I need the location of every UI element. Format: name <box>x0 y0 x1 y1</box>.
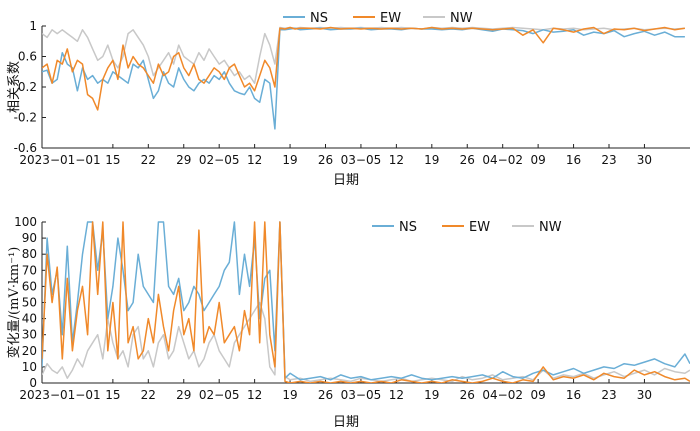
x-tick-label: 22 <box>141 153 156 167</box>
x-tick-label: 12 <box>247 388 262 402</box>
x-tick-label: 29 <box>176 153 191 167</box>
x-axis-label: 日期 <box>333 173 359 188</box>
x-tick-label: 15 <box>105 388 120 402</box>
y-tick-label: 70 <box>22 263 37 277</box>
x-tick-label: 04−02 <box>482 388 523 402</box>
x-tick-label: 26 <box>318 388 333 402</box>
x-tick-label: 19 <box>282 153 297 167</box>
x-tick-label: 23 <box>601 153 616 167</box>
y-tick-label: 50 <box>22 296 37 310</box>
y-tick-label: 0.6 <box>18 50 37 64</box>
y-tick-label: 10 <box>22 360 37 374</box>
series-line-ew <box>42 221 690 383</box>
x-tick-label: 29 <box>176 388 191 402</box>
legend-label-ew: EW <box>380 11 401 26</box>
y-tick-label: 0.2 <box>18 80 37 94</box>
legend-label-nw: NW <box>539 220 562 235</box>
x-tick-label: 16 <box>566 153 581 167</box>
x-tick-label: 19 <box>282 388 297 402</box>
y-tick-label: 20 <box>22 344 37 358</box>
x-tick-label: 2023−01−01 <box>19 153 100 167</box>
y-tick-label: -0.2 <box>14 111 37 125</box>
y-tick-label: 30 <box>22 328 37 342</box>
series-line-ns <box>42 27 685 130</box>
x-tick-label: 26 <box>460 388 475 402</box>
x-tick-label: 12 <box>389 388 404 402</box>
legend-label-nw: NW <box>450 11 473 26</box>
x-tick-label: 19 <box>424 153 439 167</box>
x-tick-label: 09 <box>530 388 545 402</box>
x-tick-label: 09 <box>530 153 545 167</box>
x-tick-label: 30 <box>637 388 652 402</box>
x-tick-label: 2023−01−01 <box>19 388 100 402</box>
x-tick-label: 22 <box>141 388 156 402</box>
x-tick-label: 02−05 <box>199 153 240 167</box>
x-axis-label: 日期 <box>333 415 359 430</box>
y-tick-label: -0.6 <box>14 141 37 155</box>
x-tick-label: 04−02 <box>482 153 523 167</box>
y-tick-label: 90 <box>22 231 37 245</box>
series-line-ew <box>42 26 686 111</box>
x-tick-label: 03−05 <box>341 388 382 402</box>
x-tick-label: 26 <box>318 153 333 167</box>
x-tick-label: 12 <box>247 153 262 167</box>
y-tick-label: 0 <box>29 376 37 390</box>
x-tick-label: 12 <box>389 153 404 167</box>
y-axis-label: 变化量/(mV·km⁻¹) <box>6 247 22 359</box>
x-tick-label: 26 <box>460 153 475 167</box>
legend-label-ns: NS <box>310 11 328 26</box>
y-tick-label: 40 <box>22 312 37 326</box>
y-axis-label: 相关系数 <box>7 61 22 113</box>
y-tick-label: 60 <box>22 279 37 293</box>
y-tick-label: 1 <box>29 19 37 33</box>
x-tick-label: 02−05 <box>199 388 240 402</box>
x-tick-label: 23 <box>601 388 616 402</box>
legend-label-ew: EW <box>469 220 490 235</box>
legend-label-ns: NS <box>399 220 417 235</box>
x-tick-label: 16 <box>566 388 581 402</box>
x-tick-label: 15 <box>105 153 120 167</box>
y-tick-label: 100 <box>14 215 37 229</box>
series-line-nw <box>42 26 685 84</box>
x-tick-label: 03−05 <box>341 153 382 167</box>
y-tick-label: 80 <box>22 247 37 261</box>
x-tick-label: 19 <box>424 388 439 402</box>
x-tick-label: 30 <box>637 153 652 167</box>
